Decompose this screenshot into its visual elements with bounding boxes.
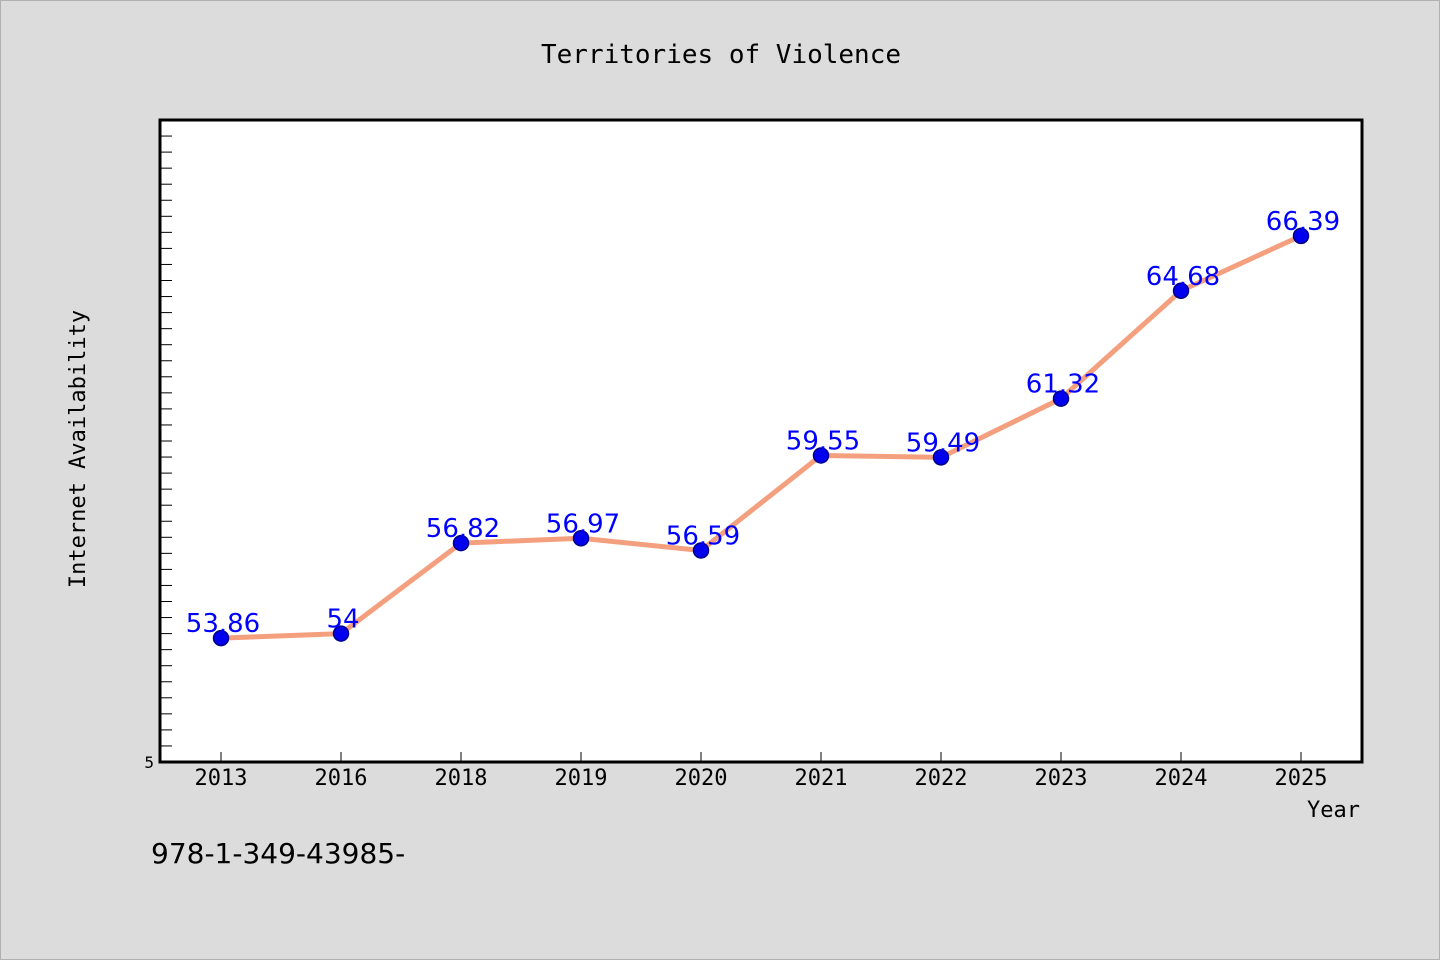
footer-code: 978-1-349-43985-	[151, 837, 405, 870]
data-label: 56.82	[426, 514, 500, 544]
data-point-marker	[692, 542, 710, 559]
plot-area	[158, 118, 1364, 764]
markers-group	[212, 227, 1310, 647]
data-label: 64.68	[1146, 262, 1220, 292]
series-line	[218, 233, 1304, 641]
data-label: 61.32	[1026, 370, 1100, 400]
data-label: 56.59	[666, 521, 740, 551]
chart-title: Territories of Violence	[541, 40, 901, 70]
data-label: 66.39	[1266, 207, 1340, 237]
data-point-marker	[332, 625, 350, 642]
data-point-marker	[1292, 227, 1310, 245]
data-labels-group: 53.86 54 56.82 56.97 56.59 59.55 59.49 61.32 64.…	[186, 207, 1340, 639]
x-axis-tick-label: 2013	[195, 766, 248, 791]
x-axis-title: Year	[1307, 798, 1360, 823]
data-label: 59.49	[906, 428, 980, 458]
data-point-marker	[932, 449, 950, 466]
data-point-marker	[452, 534, 470, 552]
x-axis-tick-label: 2024	[1155, 766, 1208, 791]
y-axis-tick-labels: 5	[144, 753, 154, 772]
data-point-marker	[572, 530, 590, 547]
data-point-marker	[812, 447, 830, 464]
x-axis-tick-label: 2016	[315, 766, 368, 791]
x-axis-tick-label: 2019	[555, 766, 608, 791]
data-label: 56.97	[546, 509, 620, 539]
y-axis-ticks	[160, 135, 172, 747]
data-point-marker	[212, 629, 230, 647]
x-axis-tick-label: 2023	[1035, 766, 1088, 791]
y-axis-title: Internet Availability	[66, 310, 91, 588]
series-group	[218, 233, 1304, 641]
x-axis-tick-labels: 2013 2016 2018 2019 2020 2021 2022 2023 2024 2025	[195, 766, 1328, 791]
y-axis-tick-label: 5	[144, 753, 154, 772]
x-axis-tick-label: 2018	[435, 766, 488, 791]
x-axis-tick-label: 2020	[675, 766, 728, 791]
data-label: 53.86	[186, 609, 260, 639]
data-point-marker	[1052, 390, 1070, 407]
data-label: 54	[326, 605, 359, 635]
data-label: 59.55	[786, 426, 860, 456]
x-axis-tick-label: 2022	[915, 766, 968, 791]
x-axis-tick-label: 2025	[1275, 766, 1328, 791]
data-point-marker	[1172, 282, 1190, 300]
x-axis-tick-label: 2021	[795, 766, 848, 791]
x-axis-ticks	[220, 752, 1302, 762]
